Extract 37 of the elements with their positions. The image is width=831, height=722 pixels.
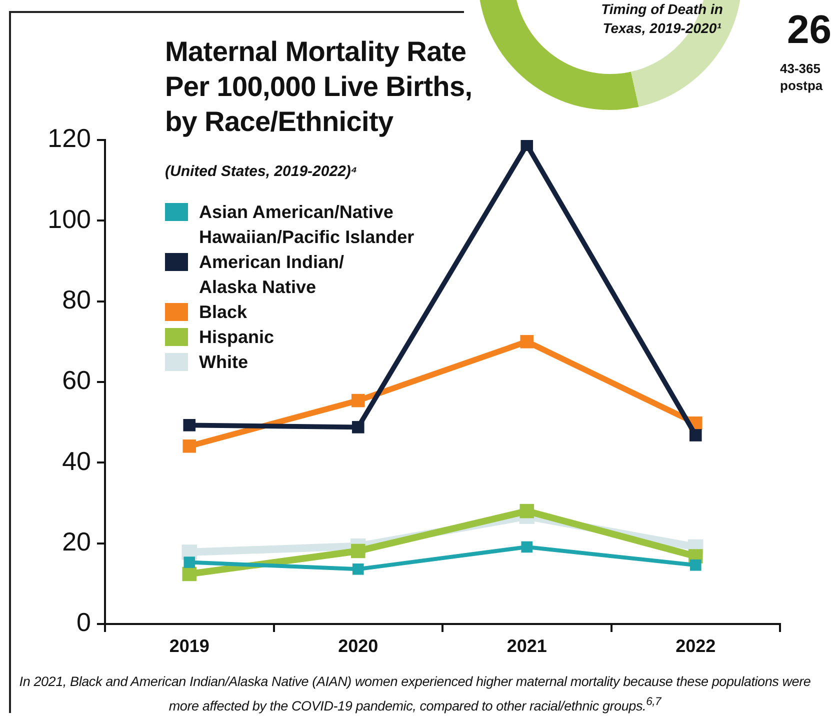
x-tick-label: 2021 <box>506 636 547 656</box>
legend-label: American Indian/ Alaska Native <box>199 251 344 299</box>
legend-label: White <box>199 351 248 374</box>
x-tick-label: 2019 <box>169 636 210 656</box>
chart-title: Maternal Mortality Rate Per 100,000 Live Births, by Race/Ethnicity <box>165 35 474 139</box>
point <box>520 140 534 151</box>
point <box>182 439 196 453</box>
text: In 2021, Black and American Indian/Alaska Native (AIAN) women experienced higher maternal mortality because these populations were more affected by the COVID-19 pandemic, compared to other racial/ethnic groups.$^{6,7}$ <box>18 673 812 716</box>
text: postpa <box>780 78 823 93</box>
text: 26 <box>787 8 831 53</box>
point <box>352 421 364 434</box>
point <box>520 335 534 348</box>
legend-label: Asian American/Native Hawaiian/Pacific Islander <box>199 201 414 249</box>
point <box>182 566 197 582</box>
point <box>521 541 533 553</box>
x-tick-label: 2022 <box>676 636 716 656</box>
text: Timing of Death in Texas, 2019-2020¹ <box>600 0 724 38</box>
point <box>183 419 196 432</box>
point <box>352 563 364 575</box>
legend-label: Black <box>199 301 248 324</box>
y-tick-label: 120 <box>48 123 91 154</box>
y-tick-label: 100 <box>48 204 91 234</box>
point <box>350 544 366 558</box>
y-tick-label: 60 <box>62 365 91 396</box>
y-tick-label: 20 <box>62 526 91 557</box>
y-tick-label: 80 <box>62 284 91 315</box>
text: (United States, 2019-2022)⁴ <box>165 163 358 180</box>
x-tick-label: 2020 <box>338 636 378 656</box>
point <box>689 429 702 442</box>
point <box>520 504 534 518</box>
point <box>690 559 702 571</box>
text: 43-365 <box>780 61 820 76</box>
point <box>351 394 365 408</box>
y-tick-label: 0 <box>76 607 91 638</box>
y-tick-label: 40 <box>62 446 91 476</box>
point <box>184 556 196 568</box>
legend-label: Hispanic <box>199 326 274 349</box>
